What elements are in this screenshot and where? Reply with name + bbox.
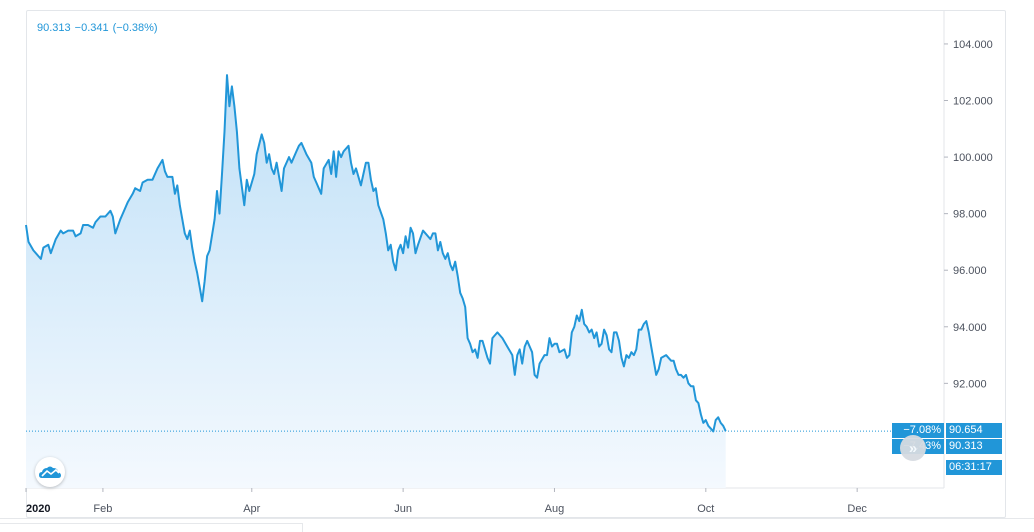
y-tick-label: 104.000 bbox=[953, 39, 993, 51]
x-tick-label: 2020 bbox=[26, 503, 50, 515]
tradingview-cloud-icon bbox=[39, 466, 61, 478]
x-tick-label: Dec bbox=[847, 503, 867, 515]
series-line bbox=[25, 74, 727, 433]
bottom-panel-strip bbox=[0, 518, 1034, 532]
y-tick-label: 98.000 bbox=[953, 209, 987, 221]
y-tick-label: 92.000 bbox=[953, 378, 987, 390]
x-tick-label: Apr bbox=[243, 503, 260, 515]
y-tick-label: 96.000 bbox=[953, 265, 987, 277]
legend-last-value: 90.313 bbox=[37, 22, 71, 34]
tradingview-logo[interactable] bbox=[35, 457, 65, 487]
x-tick-label: Aug bbox=[545, 503, 565, 515]
upper-percent-tag: −7.08% bbox=[892, 423, 944, 438]
legend-change-pct: (−0.38%) bbox=[112, 22, 158, 34]
double-chevron-right-icon: » bbox=[908, 439, 918, 457]
y-tick-label: 102.000 bbox=[953, 96, 993, 108]
x-tick-label: Jun bbox=[394, 503, 412, 515]
legend-change: −0.341 bbox=[74, 22, 109, 34]
price-line-layer bbox=[25, 74, 727, 433]
bottom-tab[interactable] bbox=[0, 523, 303, 532]
area-fill bbox=[26, 75, 726, 488]
lower-value-tag: 90.313 bbox=[946, 439, 1002, 454]
legend: 90.313 −0.341 (−0.38%) bbox=[37, 22, 162, 34]
x-tick-label: Feb bbox=[93, 503, 112, 515]
price-axis[interactable]: 92.000 94.000 96.000 98.000 100.000 102.000 10… bbox=[944, 39, 993, 390]
scroll-to-realtime-button[interactable]: » bbox=[900, 435, 926, 461]
y-tick-label: 94.000 bbox=[953, 322, 987, 334]
y-tick-label: 100.000 bbox=[953, 152, 993, 164]
bar-countdown-tag: 06:31:17 bbox=[946, 460, 1002, 475]
x-tick-label: Oct bbox=[697, 503, 714, 515]
upper-value-tag: 90.654 bbox=[946, 423, 1002, 438]
time-axis[interactable]: 2020 Feb Apr Jun Aug Oct Dec bbox=[25, 488, 867, 515]
area-fill-layer bbox=[26, 75, 726, 488]
